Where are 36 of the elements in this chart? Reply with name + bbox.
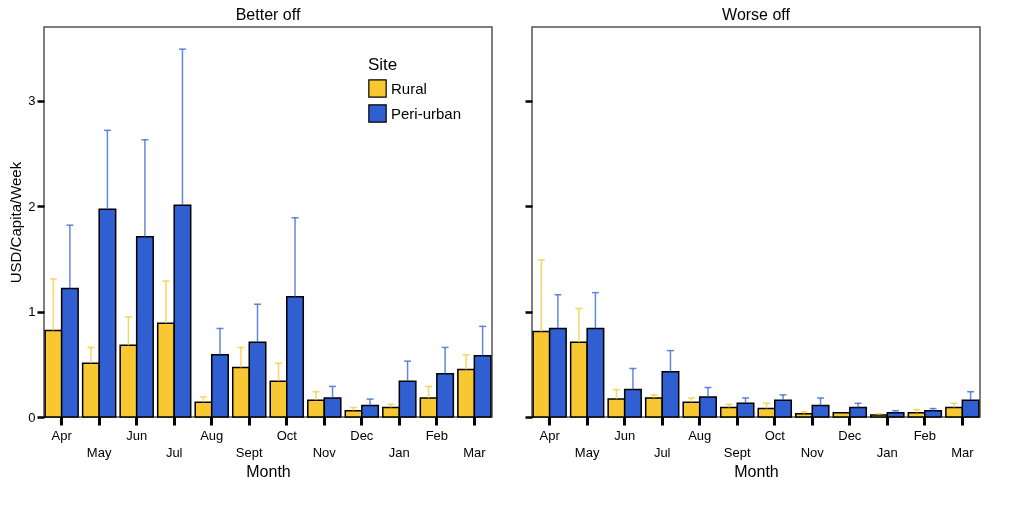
x-tick-label: Sept: [235, 444, 263, 460]
y-tick-label: 0: [28, 409, 36, 425]
x-tick-label: Oct: [276, 427, 298, 443]
x-tick-label: Jul: [653, 444, 671, 460]
x-tick-label: Jun: [126, 427, 148, 443]
x-tick-label: Apr: [539, 427, 561, 443]
y-axis-title: USD/Capita/Week: [7, 161, 25, 284]
x-tick-label: Feb: [913, 427, 937, 443]
legend-title: Site: [368, 55, 398, 74]
x-tick-label: Mar: [463, 444, 487, 460]
x-tick-label: Sept: [723, 444, 751, 460]
y-tick-label: 3: [28, 93, 36, 109]
x-tick-label: Feb: [425, 427, 449, 443]
x-tick-label: Jan: [388, 444, 410, 460]
chart-title: Better off: [235, 6, 301, 23]
x-tick-label: Jan: [876, 444, 898, 460]
x-tick-label: May: [86, 444, 112, 460]
y-tick-label: 1: [28, 304, 36, 320]
x-tick-label: May: [574, 444, 600, 460]
x-tick-label: Mar: [951, 444, 975, 460]
x-axis-title: Month: [734, 462, 779, 480]
x-tick-label: Dec: [350, 427, 374, 443]
x-axis-title: Month: [246, 462, 291, 480]
x-tick-label: Oct: [764, 427, 786, 443]
x-tick-label: Apr: [51, 427, 73, 443]
legend-label: Peri-urban: [391, 104, 462, 122]
x-tick-label: Jun: [614, 427, 636, 443]
x-tick-label: Dec: [838, 427, 862, 443]
x-tick-label: Nov: [800, 444, 825, 460]
y-tick-label: 2: [28, 198, 36, 214]
x-tick-label: Jul: [165, 444, 183, 460]
x-tick-label: Nov: [312, 444, 337, 460]
x-tick-label: Aug: [688, 427, 712, 443]
chart-title: Worse off: [722, 6, 791, 23]
legend-label: Rural: [391, 79, 427, 97]
x-tick-label: Aug: [200, 427, 224, 443]
